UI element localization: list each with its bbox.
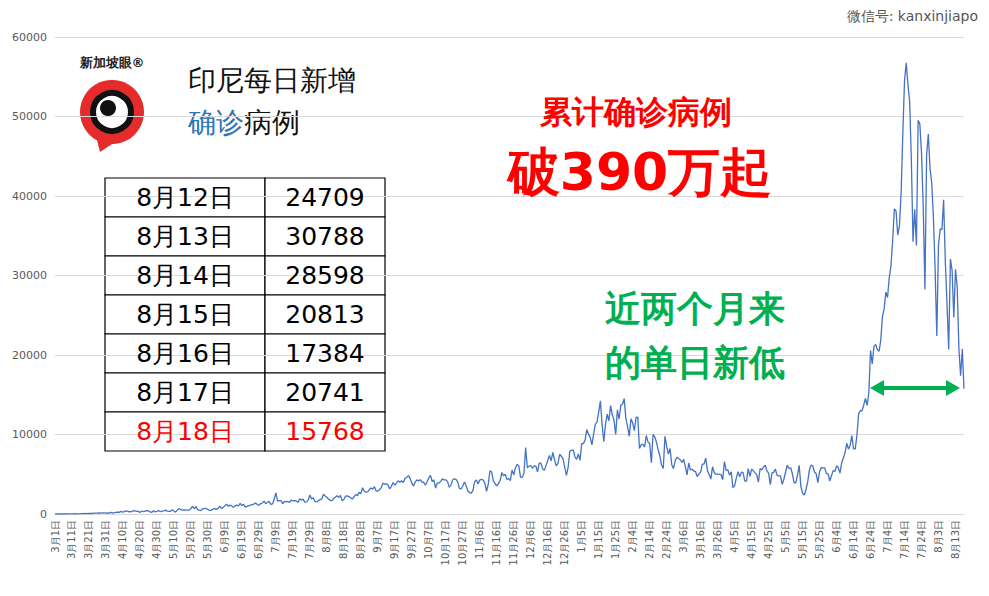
svg-text:20813: 20813 [285,300,365,329]
svg-text:10月17日: 10月17日 [440,520,451,565]
svg-text:12月16日: 12月16日 [542,520,553,565]
svg-text:8月18日: 8月18日 [338,520,349,559]
svg-text:10月27日: 10月27日 [457,520,468,565]
svg-text:2月14日: 2月14日 [644,520,655,559]
svg-text:5月30日: 5月30日 [202,520,213,559]
svg-text:15768: 15768 [285,417,365,446]
svg-text:6月19日: 6月19日 [236,520,247,559]
svg-text:12月6日: 12月6日 [525,520,536,559]
svg-text:2月4日: 2月4日 [627,520,638,553]
svg-text:6月4日: 6月4日 [831,520,842,553]
svg-text:7月9日: 7月9日 [270,520,281,553]
svg-text:8月13日: 8月13日 [950,520,961,559]
svg-text:24709: 24709 [285,183,365,212]
svg-text:8月14日: 8月14日 [136,261,234,290]
svg-text:破390万起: 破390万起 [506,142,773,202]
svg-text:的单日新低: 的单日新低 [605,342,785,383]
svg-text:5月10日: 5月10日 [168,520,179,559]
svg-text:3月16日: 3月16日 [695,520,706,559]
svg-text:4月20日: 4月20日 [134,520,145,559]
svg-text:17384: 17384 [285,339,365,368]
svg-text:50000: 50000 [12,110,47,123]
svg-text:7月24日: 7月24日 [916,520,927,559]
svg-text:5月5日: 5月5日 [780,520,791,553]
svg-text:5月20日: 5月20日 [185,520,196,559]
svg-text:6月14日: 6月14日 [848,520,859,559]
svg-text:病例: 病例 [244,106,300,139]
svg-text:新加坡眼®: 新加坡眼® [79,55,145,70]
svg-text:微信号: kanxinjiapo: 微信号: kanxinjiapo [847,8,978,24]
svg-text:近两个月来: 近两个月来 [605,288,785,329]
svg-text:8月8日: 8月8日 [321,520,332,553]
svg-text:30788: 30788 [285,222,365,251]
svg-text:11月16日: 11月16日 [491,520,502,565]
svg-text:60000: 60000 [12,31,47,44]
svg-text:9月7日: 9月7日 [372,520,383,553]
svg-text:3月1日: 3月1日 [50,520,61,553]
svg-text:4月10日: 4月10日 [117,520,128,559]
svg-text:0: 0 [40,508,47,521]
svg-text:4月25日: 4月25日 [763,520,774,559]
svg-text:8月3日: 8月3日 [933,520,944,553]
svg-text:6月9日: 6月9日 [219,520,230,553]
svg-text:3月21日: 3月21日 [83,520,94,559]
svg-text:9月17日: 9月17日 [389,520,400,559]
svg-text:8月12日: 8月12日 [136,183,234,212]
svg-text:8月13日: 8月13日 [136,222,234,251]
svg-text:1月25日: 1月25日 [610,520,621,559]
svg-text:9月27日: 9月27日 [406,520,417,559]
svg-text:7月4日: 7月4日 [882,520,893,553]
svg-text:5月15日: 5月15日 [797,520,808,559]
svg-text:确诊: 确诊 [187,106,244,139]
svg-text:8月17日: 8月17日 [136,378,234,407]
svg-text:11月26日: 11月26日 [508,520,519,565]
svg-text:1月15日: 1月15日 [593,520,604,559]
svg-text:4月30日: 4月30日 [151,520,162,559]
svg-text:20741: 20741 [285,378,365,407]
svg-text:1月5日: 1月5日 [576,520,587,553]
svg-text:累计确诊病例: 累计确诊病例 [540,93,732,131]
svg-text:4月15日: 4月15日 [746,520,757,559]
svg-text:3月31日: 3月31日 [100,520,111,559]
svg-text:28598: 28598 [285,261,365,290]
svg-text:6月24日: 6月24日 [865,520,876,559]
svg-text:7月14日: 7月14日 [899,520,910,559]
svg-text:11月6日: 11月6日 [474,520,485,559]
svg-text:40000: 40000 [12,190,47,203]
svg-text:3月11日: 3月11日 [66,520,77,559]
svg-text:3月26日: 3月26日 [712,520,723,559]
svg-text:4月5日: 4月5日 [729,520,740,553]
svg-text:7月19日: 7月19日 [287,520,298,559]
svg-text:5月25日: 5月25日 [814,520,825,559]
svg-text:印尼每日新增: 印尼每日新增 [188,64,356,97]
svg-text:8月18日: 8月18日 [136,417,234,446]
svg-text:8月28日: 8月28日 [355,520,366,559]
svg-text:10000: 10000 [12,428,47,441]
svg-text:30000: 30000 [12,269,47,282]
svg-text:10月7日: 10月7日 [423,520,434,559]
svg-text:2月24日: 2月24日 [661,520,672,559]
svg-text:8月16日: 8月16日 [136,339,234,368]
svg-text:7月29日: 7月29日 [304,520,315,559]
svg-text:20000: 20000 [12,349,47,362]
svg-text:8月15日: 8月15日 [136,300,234,329]
svg-text:12月26日: 12月26日 [559,520,570,565]
svg-text:3月6日: 3月6日 [678,520,689,553]
svg-text:6月29日: 6月29日 [253,520,264,559]
